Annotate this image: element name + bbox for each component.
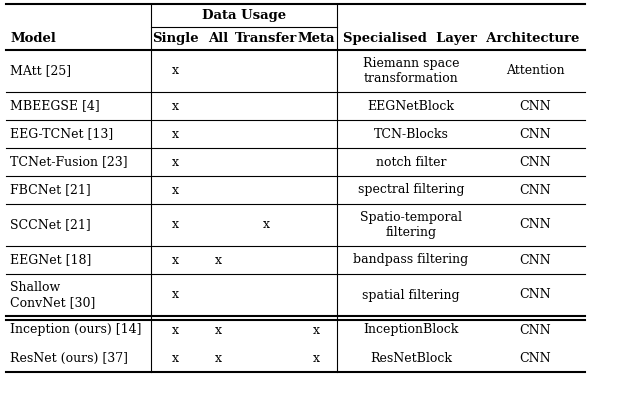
Text: Attention: Attention — [506, 64, 564, 77]
Text: x: x — [214, 253, 221, 266]
Text: x: x — [172, 64, 179, 77]
Text: ResNet (ours) [37]: ResNet (ours) [37] — [10, 351, 128, 364]
Text: MBEEGSE [4]: MBEEGSE [4] — [10, 100, 100, 112]
Text: Riemann space
transformation: Riemann space transformation — [363, 57, 460, 85]
Text: CNN: CNN — [519, 253, 551, 266]
Text: x: x — [172, 156, 179, 168]
Text: x: x — [262, 218, 269, 231]
Text: x: x — [172, 127, 179, 141]
Text: x: x — [172, 253, 179, 266]
Text: CNN: CNN — [519, 100, 551, 112]
Text: EEG-TCNet [13]: EEG-TCNet [13] — [10, 127, 113, 141]
Text: x: x — [214, 351, 221, 364]
Text: CNN: CNN — [519, 183, 551, 197]
Text: spatial filtering: spatial filtering — [362, 289, 460, 301]
Text: Inception (ours) [14]: Inception (ours) [14] — [10, 324, 141, 337]
Text: x: x — [312, 324, 319, 337]
Text: EEGNet [18]: EEGNet [18] — [10, 253, 92, 266]
Text: x: x — [172, 324, 179, 337]
Text: InceptionBlock: InceptionBlock — [364, 324, 459, 337]
Text: x: x — [172, 289, 179, 301]
Text: Spatio-temporal
filtering: Spatio-temporal filtering — [360, 211, 462, 239]
Text: Transfer: Transfer — [235, 32, 297, 45]
Text: x: x — [172, 100, 179, 112]
Text: bandpass filtering: bandpass filtering — [353, 253, 468, 266]
Text: CNN: CNN — [519, 218, 551, 231]
Text: Specialised  Layer  Architecture: Specialised Layer Architecture — [343, 32, 579, 45]
Text: ResNetBlock: ResNetBlock — [370, 351, 452, 364]
Text: EEGNetBlock: EEGNetBlock — [367, 100, 454, 112]
Text: notch filter: notch filter — [376, 156, 446, 168]
Text: Shallow
ConvNet [30]: Shallow ConvNet [30] — [10, 281, 95, 309]
Text: CNN: CNN — [519, 156, 551, 168]
Text: spectral filtering: spectral filtering — [358, 183, 464, 197]
Text: Single: Single — [152, 32, 198, 45]
Text: MAtt [25]: MAtt [25] — [10, 64, 71, 77]
Text: TCN-Blocks: TCN-Blocks — [374, 127, 449, 141]
Text: CNN: CNN — [519, 351, 551, 364]
Text: x: x — [172, 218, 179, 231]
Text: TCNet-Fusion [23]: TCNet-Fusion [23] — [10, 156, 127, 168]
Text: CNN: CNN — [519, 289, 551, 301]
Text: All: All — [208, 32, 228, 45]
Text: x: x — [312, 351, 319, 364]
Text: CNN: CNN — [519, 324, 551, 337]
Text: Model: Model — [10, 32, 56, 45]
Text: Data Usage: Data Usage — [202, 9, 286, 22]
Text: SCCNet [21]: SCCNet [21] — [10, 218, 91, 231]
Text: x: x — [172, 351, 179, 364]
Text: x: x — [214, 324, 221, 337]
Text: CNN: CNN — [519, 127, 551, 141]
Text: FBCNet [21]: FBCNet [21] — [10, 183, 91, 197]
Text: x: x — [172, 183, 179, 197]
Text: Meta: Meta — [297, 32, 335, 45]
